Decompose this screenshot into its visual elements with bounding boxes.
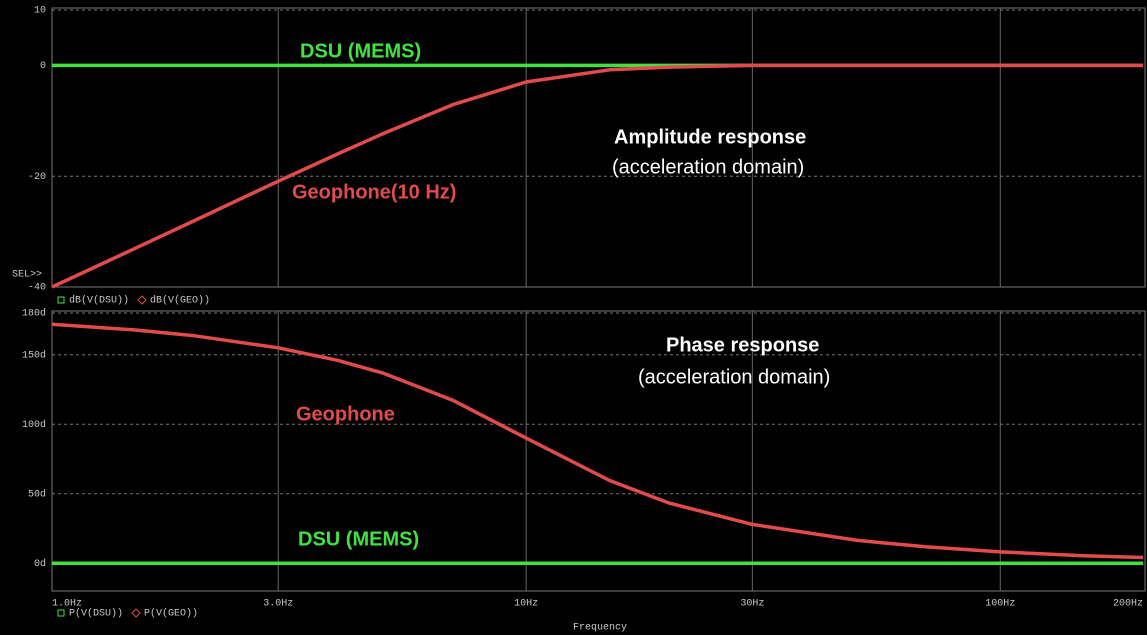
y-tick-label: 100d xyxy=(22,419,46,431)
x-axis-label: Frequency xyxy=(573,623,627,634)
y-tick-label: 10 xyxy=(34,6,46,17)
y-tick-label: 0 xyxy=(40,61,46,72)
annotation: Amplitude response xyxy=(614,126,806,148)
legend-marker xyxy=(57,609,65,617)
legend-marker xyxy=(137,295,147,305)
series-line xyxy=(51,322,1144,560)
annotation: (acceleration domain) xyxy=(638,366,830,388)
x-tick-label: 100Hz xyxy=(985,599,1015,610)
y-tick-label: -20 xyxy=(28,172,46,183)
annotation: (acceleration domain) xyxy=(612,156,804,178)
series-line xyxy=(51,63,1143,289)
plot-area xyxy=(51,7,1146,288)
y-tick-label: 150d xyxy=(22,349,46,361)
y-tick-label: 0d xyxy=(34,558,46,570)
legend-label: P(V(GEO)) xyxy=(144,608,198,620)
plot-area xyxy=(51,310,1146,592)
annotation: Phase response xyxy=(666,334,819,356)
legend-marker xyxy=(131,608,141,618)
x-tick-label: 3.0Hz xyxy=(263,599,293,610)
legend-marker xyxy=(57,296,65,304)
legend-label: dB(V(DSU)) xyxy=(69,295,129,307)
y-tick-label: 180d xyxy=(22,308,46,320)
x-tick-label: 30Hz xyxy=(740,599,764,610)
x-tick-label: 10Hz xyxy=(514,599,538,610)
x-tick-label: 1.0Hz xyxy=(52,599,82,610)
annotation: Geophone(10 Hz) xyxy=(292,181,456,203)
x-tick-label: 200Hz xyxy=(1113,599,1143,610)
y-tick-label: -40 xyxy=(28,283,46,294)
sel-label: SEL>> xyxy=(12,270,42,281)
legend-label: dB(V(GEO)) xyxy=(150,295,210,307)
annotation: DSU (MEMS) xyxy=(300,40,421,62)
legend-label: P(V(DSU)) xyxy=(69,608,123,620)
annotation: Geophone xyxy=(296,403,395,425)
annotation: DSU (MEMS) xyxy=(298,528,419,550)
y-tick-label: 50d xyxy=(28,488,46,500)
